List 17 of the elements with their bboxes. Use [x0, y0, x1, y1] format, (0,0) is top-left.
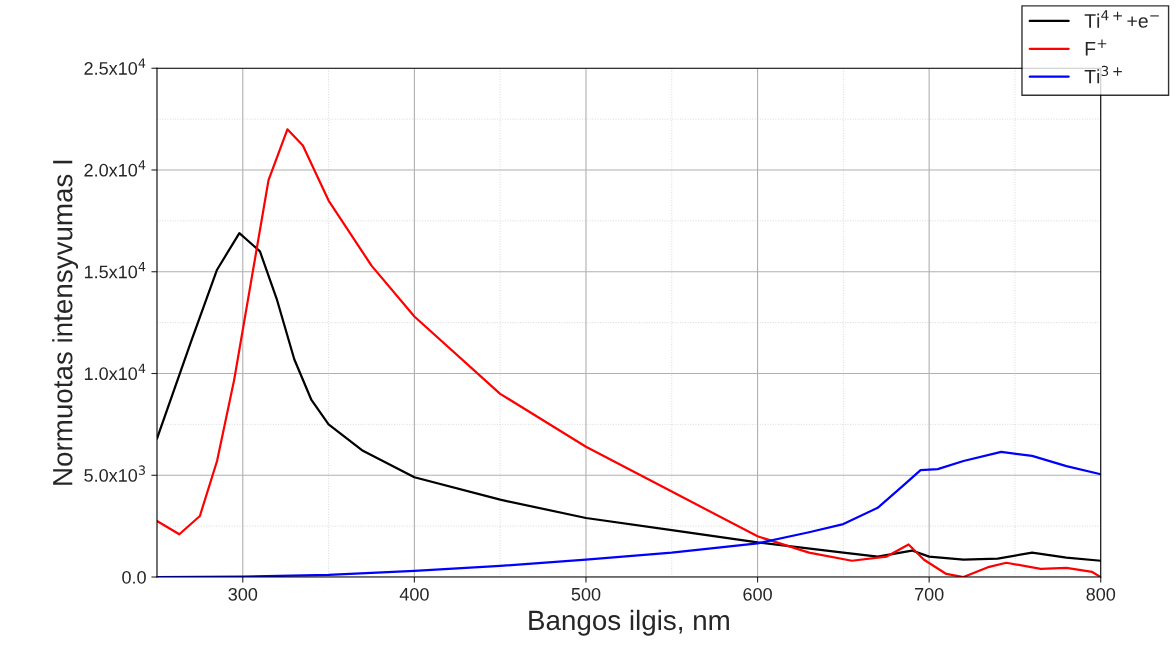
y-tick-label: 2.0x10$^{4}$ [84, 160, 146, 177]
legend-label: F$^{+}$ [1085, 39, 1107, 56]
y-tick-label: 0.0 [122, 570, 146, 584]
legend-label: Ti$^{4+}$+e$^{−}$ [1084, 10, 1159, 28]
x-tick-label: 700 [915, 587, 944, 601]
x-tick-label: 300 [228, 587, 258, 601]
legend-label: Ti$^{3+}$ [1084, 65, 1122, 84]
x-tick-label: 800 [1086, 587, 1116, 601]
y-tick-label: 5.0x10$^{3}$ [84, 465, 145, 482]
x-tick-label: 500 [571, 587, 601, 601]
y-tick-label: 1.0x10$^{4}$ [84, 363, 146, 381]
y-axis-title: Normuotas intensyvumas I [52, 160, 79, 485]
x-tick-label: 600 [743, 587, 772, 601]
x-axis-title: Bangos ilgis, nm [529, 609, 729, 636]
x-tick-label: 400 [399, 587, 429, 601]
y-tick-label: 1.5x10$^{4}$ [84, 262, 146, 279]
y-tick-label: 2.5x10$^{4}$ [84, 58, 146, 75]
